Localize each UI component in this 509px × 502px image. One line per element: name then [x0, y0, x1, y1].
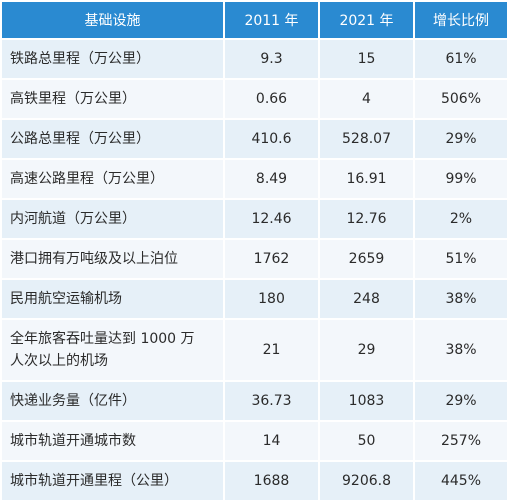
header-year-2011: 2011 年	[225, 2, 318, 38]
cell-growth: 2%	[415, 200, 507, 238]
cell-2011: 180	[225, 280, 318, 318]
row-label: 公路总里程（万公里）	[2, 120, 223, 158]
table-row: 港口拥有万吨级及以上泊位 1762 2659 51%	[2, 240, 507, 278]
cell-2021: 15	[320, 40, 413, 78]
table-row: 全年旅客吞吐量达到 1000 万人次以上的机场 21 29 38%	[2, 320, 507, 380]
row-label: 高速公路里程（万公里）	[2, 160, 223, 198]
cell-2011: 1688	[225, 462, 318, 500]
cell-growth: 29%	[415, 120, 507, 158]
cell-2021: 29	[320, 320, 413, 380]
cell-2011: 14	[225, 422, 318, 460]
cell-2011: 36.73	[225, 382, 318, 420]
cell-growth: 257%	[415, 422, 507, 460]
row-label: 城市轨道开通里程（公里）	[2, 462, 223, 500]
cell-2011: 12.46	[225, 200, 318, 238]
table-row: 快递业务量（亿件） 36.73 1083 29%	[2, 382, 507, 420]
table-row: 高速公路里程（万公里） 8.49 16.91 99%	[2, 160, 507, 198]
cell-2021: 9206.8	[320, 462, 413, 500]
cell-2011: 9.3	[225, 40, 318, 78]
cell-growth: 506%	[415, 80, 507, 118]
cell-2021: 12.76	[320, 200, 413, 238]
row-label: 港口拥有万吨级及以上泊位	[2, 240, 223, 278]
cell-growth: 29%	[415, 382, 507, 420]
header-growth: 增长比例	[415, 2, 507, 38]
cell-2011: 8.49	[225, 160, 318, 198]
row-label: 民用航空运输机场	[2, 280, 223, 318]
cell-growth: 38%	[415, 320, 507, 380]
cell-2011: 0.66	[225, 80, 318, 118]
cell-growth: 445%	[415, 462, 507, 500]
table-row: 内河航道（万公里） 12.46 12.76 2%	[2, 200, 507, 238]
row-label: 高铁里程（万公里）	[2, 80, 223, 118]
row-label: 全年旅客吞吐量达到 1000 万人次以上的机场	[2, 320, 223, 380]
row-label: 城市轨道开通城市数	[2, 422, 223, 460]
table-header-row: 基础设施 2011 年 2021 年 增长比例	[2, 2, 507, 38]
cell-2021: 2659	[320, 240, 413, 278]
row-label: 内河航道（万公里）	[2, 200, 223, 238]
cell-2011: 410.6	[225, 120, 318, 158]
header-infrastructure: 基础设施	[2, 2, 223, 38]
cell-2021: 16.91	[320, 160, 413, 198]
table-row: 民用航空运输机场 180 248 38%	[2, 280, 507, 318]
cell-2011: 1762	[225, 240, 318, 278]
cell-2011: 21	[225, 320, 318, 380]
row-label: 铁路总里程（万公里）	[2, 40, 223, 78]
cell-growth: 99%	[415, 160, 507, 198]
table-row: 铁路总里程（万公里） 9.3 15 61%	[2, 40, 507, 78]
cell-2021: 4	[320, 80, 413, 118]
header-year-2021: 2021 年	[320, 2, 413, 38]
table-row: 城市轨道开通里程（公里） 1688 9206.8 445%	[2, 462, 507, 500]
row-label: 快递业务量（亿件）	[2, 382, 223, 420]
cell-2021: 1083	[320, 382, 413, 420]
table-row: 公路总里程（万公里） 410.6 528.07 29%	[2, 120, 507, 158]
cell-growth: 61%	[415, 40, 507, 78]
cell-2021: 248	[320, 280, 413, 318]
cell-growth: 51%	[415, 240, 507, 278]
table-row: 高铁里程（万公里） 0.66 4 506%	[2, 80, 507, 118]
cell-2021: 50	[320, 422, 413, 460]
cell-growth: 38%	[415, 280, 507, 318]
table-row: 城市轨道开通城市数 14 50 257%	[2, 422, 507, 460]
cell-2021: 528.07	[320, 120, 413, 158]
